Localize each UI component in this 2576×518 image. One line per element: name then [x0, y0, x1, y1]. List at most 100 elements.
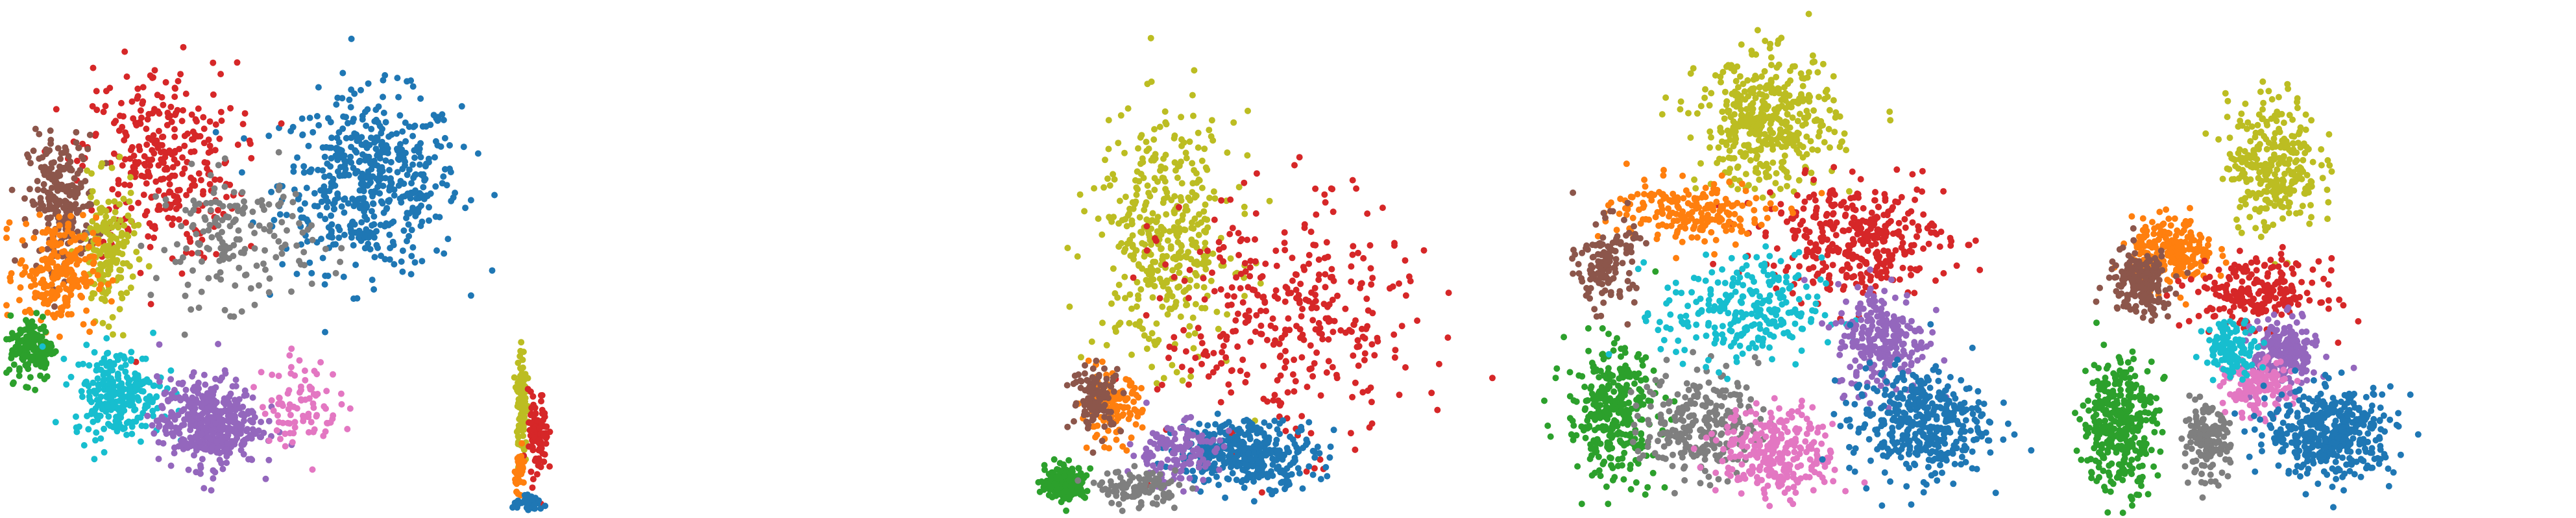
scatter-point	[279, 261, 286, 268]
scatter-point	[368, 166, 375, 173]
scatter-point	[1282, 486, 1288, 493]
scatter-point	[70, 271, 77, 278]
scatter-point	[1788, 104, 1795, 110]
scatter-point	[206, 118, 213, 125]
scatter-point	[234, 400, 241, 407]
scatter-point	[306, 114, 313, 121]
scatter-point	[34, 186, 42, 193]
scatter-point	[419, 218, 426, 225]
scatter-point	[361, 108, 369, 116]
scatter-point	[1218, 197, 1225, 204]
scatter-point	[173, 205, 180, 212]
scatter-point	[188, 160, 195, 167]
scatter-point	[36, 130, 43, 138]
scatter-point	[52, 239, 59, 246]
scatter-point	[404, 171, 411, 179]
scatter-point	[182, 386, 189, 393]
scatter-point	[1728, 154, 1735, 162]
scatter-point	[1209, 436, 1217, 443]
scatter-point	[335, 234, 343, 241]
scatter-point	[10, 379, 17, 386]
scatter-point	[311, 426, 318, 433]
scatter-point	[1283, 358, 1290, 365]
scatter-point	[65, 311, 71, 318]
scatter-point	[93, 106, 101, 114]
scatter-point	[141, 160, 148, 167]
scatter-point	[322, 143, 330, 151]
scatter-point	[200, 188, 207, 195]
scatter-point	[1123, 447, 1130, 454]
scatter-point	[1322, 463, 1330, 471]
scatter-point	[1805, 69, 1812, 76]
scatter-point	[235, 227, 242, 234]
scatter-point	[1246, 264, 1254, 271]
scatter-point	[247, 285, 254, 292]
scatter-point	[1252, 258, 1259, 265]
scatter-point	[1802, 120, 1809, 127]
scatter-panel-1	[3, 35, 498, 494]
scatter-point	[1108, 499, 1115, 506]
scatter-point	[323, 204, 330, 211]
scatter-point	[367, 160, 374, 167]
scatter-point	[94, 416, 101, 423]
scatter-point	[1299, 306, 1306, 312]
scatter-point	[140, 388, 147, 395]
scatter-point	[127, 182, 134, 189]
scatter-point	[256, 282, 262, 289]
scatter-point	[110, 331, 116, 338]
scatter-point	[1296, 154, 1303, 161]
scatter-point	[1183, 154, 1190, 162]
scatter-point	[109, 314, 116, 321]
scatter-point	[185, 416, 192, 423]
scatter-point	[1198, 219, 1204, 226]
scatter-point	[73, 129, 80, 136]
scatter-point	[120, 195, 127, 203]
scatter-point	[1130, 493, 1137, 500]
scatter-point	[517, 365, 524, 372]
scatter-point	[1164, 311, 1171, 318]
scatter-point	[363, 203, 371, 210]
scatter-point	[399, 247, 406, 254]
scatter-point	[517, 462, 524, 469]
scatter-point	[195, 249, 201, 256]
scatter-point	[1160, 199, 1167, 206]
scatter-point	[149, 110, 156, 117]
scatter-point	[1246, 273, 1254, 280]
scatter-point	[73, 413, 79, 420]
scatter-point	[1082, 362, 1088, 369]
scatter-point	[315, 84, 322, 91]
scatter-point	[181, 142, 188, 149]
scatter-point	[1723, 101, 1730, 108]
scatter-point	[249, 394, 256, 401]
scatter-point	[115, 191, 122, 198]
scatter-point	[106, 84, 114, 92]
scatter-point	[91, 349, 98, 356]
scatter-point	[1241, 455, 1248, 462]
scatter-point	[261, 226, 268, 233]
scatter-point	[199, 424, 206, 431]
scatter-point	[178, 223, 185, 230]
scatter-point	[47, 140, 55, 147]
scatter-point	[1260, 362, 1267, 369]
scatter-point	[1113, 436, 1120, 443]
scatter-point	[299, 229, 306, 236]
scatter-point	[284, 419, 291, 426]
scatter-point	[172, 258, 179, 265]
scatter-point	[100, 378, 107, 385]
scatter-point	[382, 72, 389, 79]
scatter-point	[309, 466, 316, 473]
scatter-point	[205, 227, 212, 234]
scatter-point	[1060, 462, 1067, 469]
scatter-point	[1115, 220, 1123, 227]
scatter-point	[38, 246, 45, 253]
scatter-point	[1160, 497, 1167, 504]
scatter-point	[348, 86, 355, 93]
scatter-point	[243, 271, 250, 278]
scatter-point	[419, 123, 426, 130]
scatter-point	[402, 138, 409, 145]
scatter-point	[167, 462, 175, 469]
scatter-point	[1322, 271, 1329, 278]
scatter-point	[1117, 428, 1124, 435]
scatter-point	[169, 172, 176, 179]
